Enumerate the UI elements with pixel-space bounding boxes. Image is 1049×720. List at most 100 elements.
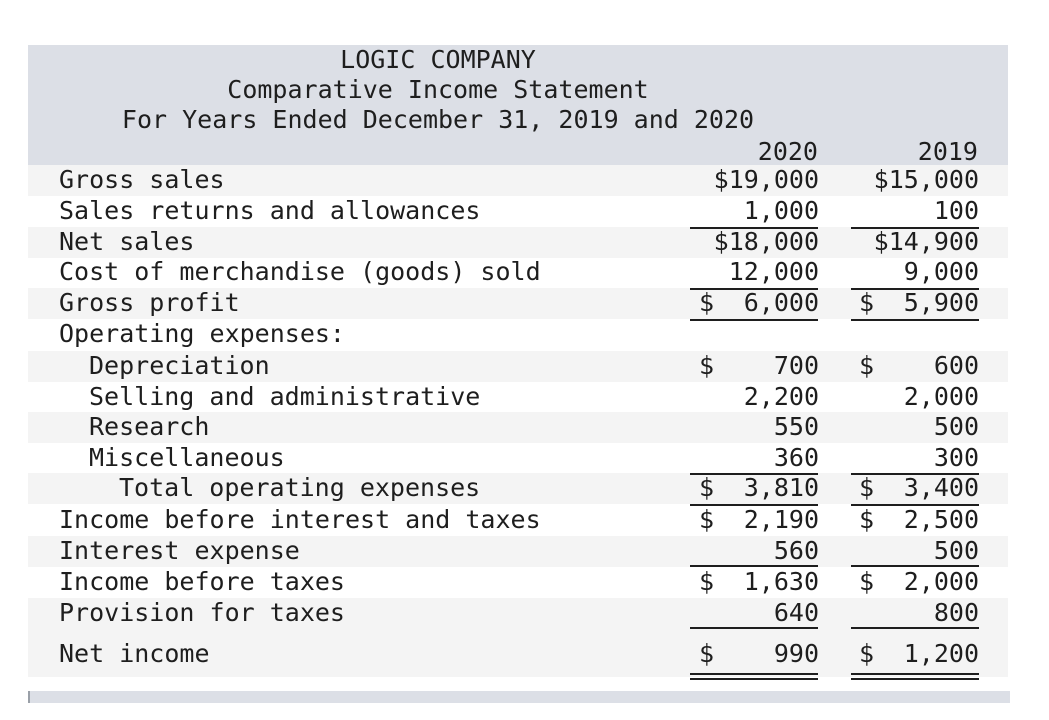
row-label: Gross profit [59,288,240,317]
amount-2019: 100 [933,196,979,225]
row-research: Research 550 500 [28,412,1008,443]
row-gross-sales: Gross sales $19,000 $15,000 [28,165,1008,196]
amount-2020: 550 [773,412,819,441]
row-label: Total operating expenses [119,473,481,502]
row-label: Cost of merchandise (goods) sold [59,257,541,286]
value-cell-2020: 2,200 [695,382,819,412]
value-cell-2020: 1,000 [695,196,819,226]
year-2019-header: 2019 [917,137,978,166]
value-cell-2019: $5,900 [855,288,979,318]
row-label: Income before taxes [59,567,345,596]
amount-2019: $14,900 [873,227,979,256]
row-label: Research [89,412,210,441]
row-income-before-interest-taxes: Income before interest and taxes $2,190 $2… [28,505,1008,536]
amount-2020: 12,000 [728,257,819,286]
amount-2019: $15,000 [873,165,979,194]
value-cell-2019: 300 [855,443,979,473]
amount-2019: 2,000 [903,567,979,596]
amount-2019: 800 [933,598,979,627]
rule-gross-profit-2020 [690,319,818,321]
dollar-sign: $ [859,288,875,317]
dollar-sign: $ [699,639,715,668]
value-cell-2019: $3,400 [855,473,979,503]
dollar-sign: $ [859,505,875,534]
amount-2020: 1,630 [743,567,819,596]
amount-2020: 560 [773,536,819,565]
value-cell-2019: $15,000 [855,165,979,195]
amount-2020: 640 [773,598,819,627]
row-label: Selling and administrative [89,382,481,411]
rule-total-opex-2019 [851,504,979,506]
bottom-bar [28,691,1010,703]
row-gross-profit: Gross profit $6,000 $5,900 [28,288,1008,319]
amount-2020: 6,000 [743,288,819,317]
rule-cogs-2020 [690,288,818,290]
amount-2019: 3,400 [903,473,979,502]
amount-2020: 700 [773,351,819,380]
row-label: Net sales [59,227,195,256]
value-cell-2020: $2,190 [695,505,819,535]
row-label: Net income [59,639,210,668]
value-cell-2019: $14,900 [855,227,979,257]
dollar-sign: $ [859,567,875,596]
amount-2020: 990 [773,639,819,668]
row-selling-admin: Selling and administrative 2,200 2,000 [28,382,1008,413]
rule-cogs-2019 [851,288,979,290]
amount-2019: 500 [933,536,979,565]
value-cell-2019: $1,200 [855,639,979,669]
row-label: Miscellaneous [89,443,285,472]
year-2020-header: 2020 [757,137,818,166]
amount-2019: 300 [933,443,979,472]
statement-header: LOGIC COMPANY Comparative Income Stateme… [28,45,1008,166]
value-cell-2019: 500 [855,412,979,442]
value-cell-2020: $6,000 [695,288,819,318]
row-label: Sales returns and allowances [59,196,481,225]
value-cell-2019: 9,000 [855,257,979,287]
row-label: Depreciation [89,351,270,380]
row-depreciation: Depreciation $700 $600 [28,351,1008,382]
row-miscellaneous: Miscellaneous 360 300 [28,443,1008,474]
value-cell-2019: 800 [855,598,979,628]
value-cell-2020: $3,810 [695,473,819,503]
rule-sales-returns-2019 [851,227,979,229]
row-label: Operating expenses: [59,319,345,348]
double-rule-net-income-2019-b [851,678,979,680]
dollar-sign: $ [699,567,715,596]
double-rule-net-income-2020-a [690,673,818,675]
amount-2020: 2,190 [743,505,819,534]
statement-period: For Years Ended December 31, 2019 and 20… [121,105,755,134]
value-cell-2020: $990 [695,639,819,669]
row-label: Provision for taxes [59,598,345,627]
value-cell-2019: $600 [855,351,979,381]
rule-taxes-2019 [851,627,979,629]
company-name: LOGIC COMPANY [340,45,536,74]
row-cost-of-goods-sold: Cost of merchandise (goods) sold 12,000 9,… [28,257,1008,288]
value-cell-2020: 360 [695,443,819,473]
amount-2020: 3,810 [743,473,819,502]
rule-interest-2020 [690,565,818,567]
rule-interest-2019 [851,565,979,567]
value-cell-2019: $2,500 [855,505,979,535]
row-label: Interest expense [59,536,300,565]
rule-misc-2019 [851,473,979,475]
value-cell-2020: 640 [695,598,819,628]
amount-2019: 1,200 [903,639,979,668]
value-cell-2019: 100 [855,196,979,226]
dollar-sign: $ [859,351,875,380]
statement-title: Comparative Income Statement [227,75,649,104]
dollar-sign: $ [699,473,715,502]
row-net-sales: Net sales $18,000 $14,900 [28,227,1008,258]
row-net-income: Net income $990 $1,200 [28,629,1008,677]
rule-taxes-2020 [690,627,818,629]
value-cell-2019: $2,000 [855,567,979,597]
row-label: Gross sales [59,165,225,194]
rule-misc-2020 [690,473,818,475]
dollar-sign: $ [859,639,875,668]
value-cell-2019: 500 [855,536,979,566]
amount-2019: 9,000 [903,257,979,286]
double-rule-net-income-2020-b [690,678,818,680]
row-interest-expense: Interest expense 560 500 [28,536,1008,567]
amount-2020: 1,000 [743,196,819,225]
value-cell-2020: $18,000 [695,227,819,257]
row-total-operating-expenses: Total operating expenses $3,810 $3,400 [28,473,1008,504]
